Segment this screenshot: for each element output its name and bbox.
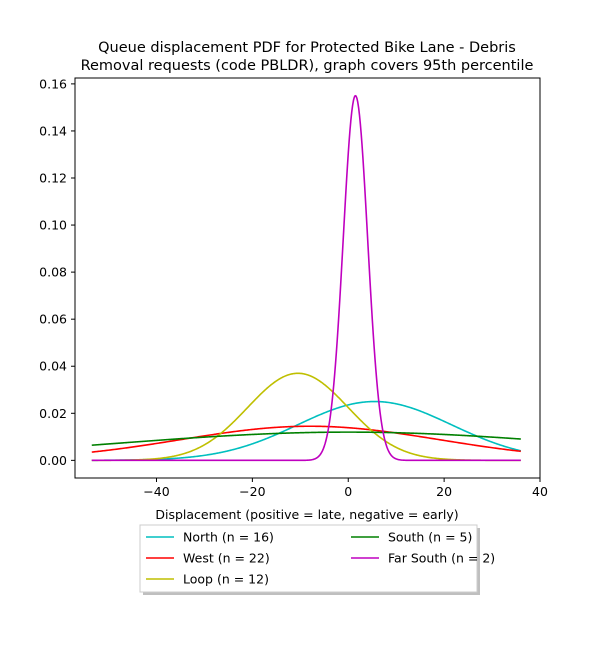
plot-area: −40 −20 0 20 40 0.00 0.02 0.04 0.06 0.08 0.10 0.12… — [39, 76, 548, 499]
y-tick-label: 0.12 — [39, 171, 67, 186]
legend-box — [139, 524, 478, 593]
x-axis-label: Displacement (positive = late, negative … — [155, 507, 458, 522]
y-tick-label: 0.08 — [39, 265, 67, 280]
y-tick-label: 0.06 — [39, 312, 67, 327]
y-tick-label: 0.00 — [39, 453, 67, 468]
x-tick-label: −40 — [143, 484, 169, 499]
x-tick-label: 0 — [344, 484, 352, 499]
x-tick-label: 40 — [532, 484, 548, 499]
legend-label-3: South (n = 5) — [388, 530, 472, 545]
legend-label-0: North (n = 16) — [183, 530, 274, 545]
y-tick-label: 0.10 — [39, 218, 67, 233]
series-line-3 — [91, 431, 521, 446]
y-axis: 0.00 0.02 0.04 0.06 0.08 0.10 0.12 0.14 0.16 — [39, 76, 75, 468]
y-tick-label: 0.16 — [39, 76, 67, 91]
y-tick-label: 0.14 — [39, 123, 67, 138]
x-tick-label: 20 — [436, 484, 452, 499]
chart-title-line-2: Removal requests (code PBLDR), graph cov… — [81, 58, 534, 74]
x-tick-label: −20 — [239, 484, 265, 499]
series-line-0 — [91, 400, 522, 462]
chart-title-line-1: Queue displacement PDF for Protected Bik… — [98, 40, 516, 56]
legend-label-2: Loop (n = 12) — [183, 572, 269, 587]
legend-label-4: Far South (n = 2) — [388, 551, 495, 566]
legend-label-1: West (n = 22) — [183, 551, 270, 566]
series-line-2 — [91, 372, 521, 462]
y-tick-label: 0.02 — [39, 406, 67, 421]
legend-items: North (n = 16) West (n = 22) Loop (n = 12)… — [146, 530, 495, 587]
series-line-4 — [91, 94, 521, 462]
x-axis: −40 −20 0 20 40 — [143, 478, 548, 499]
series-line-1 — [91, 425, 521, 453]
plot-frame — [74, 77, 541, 479]
legend: North (n = 16) West (n = 22) Loop (n = 12)… — [139, 524, 495, 595]
series-layer — [91, 94, 522, 462]
y-tick-label: 0.04 — [39, 359, 67, 374]
